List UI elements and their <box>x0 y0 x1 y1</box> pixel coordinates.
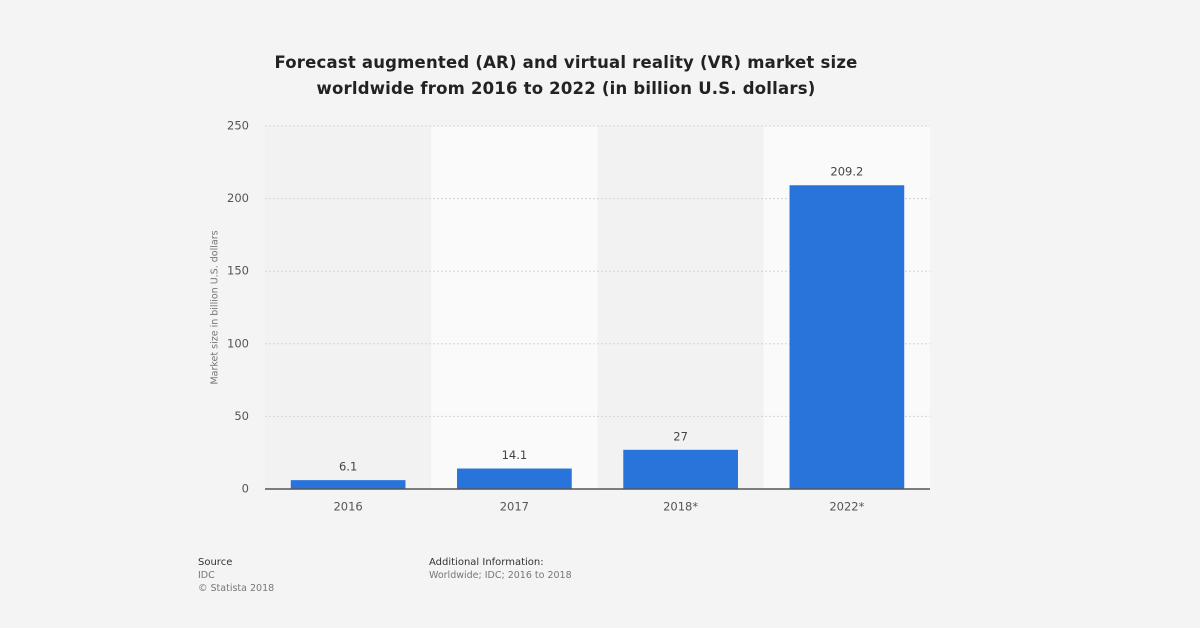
additional-info-label: Additional Information: <box>429 557 544 568</box>
x-tick-label: 2016 <box>333 500 362 514</box>
chart-title: Forecast augmented (AR) and virtual real… <box>274 53 858 98</box>
source-block: Source IDC © Statista 2018 <box>198 556 274 595</box>
y-tick-label: 150 <box>227 264 249 278</box>
bar <box>290 480 406 489</box>
x-tick-label: 2018* <box>663 500 698 514</box>
bar <box>789 185 905 490</box>
bar <box>623 449 738 489</box>
additional-info-block: Additional Information: Worldwide; IDC; … <box>429 556 572 582</box>
data-label: 209.2 <box>830 165 863 179</box>
source-label: Source <box>198 557 233 568</box>
y-axis-label: Market size in billion U.S. dollars <box>210 230 221 384</box>
additional-info: Worldwide; IDC; 2016 to 2018 <box>429 570 572 581</box>
copyright: © Statista 2018 <box>198 583 275 594</box>
x-tick-label: 2017 <box>500 500 529 514</box>
y-tick-label: 0 <box>242 482 249 496</box>
bar <box>457 468 572 489</box>
x-tick-label: 2022* <box>829 500 864 514</box>
y-tick-label: 250 <box>227 119 249 133</box>
band-background <box>597 126 764 489</box>
source: IDC <box>198 570 215 581</box>
data-label: 27 <box>673 429 688 443</box>
data-label: 14.1 <box>502 448 528 462</box>
data-label: 6.1 <box>339 460 357 474</box>
band-background <box>431 126 598 489</box>
y-tick-label: 50 <box>234 409 249 423</box>
y-tick-label: 200 <box>227 191 249 205</box>
band-background <box>265 126 432 489</box>
y-tick-label: 100 <box>227 336 249 350</box>
